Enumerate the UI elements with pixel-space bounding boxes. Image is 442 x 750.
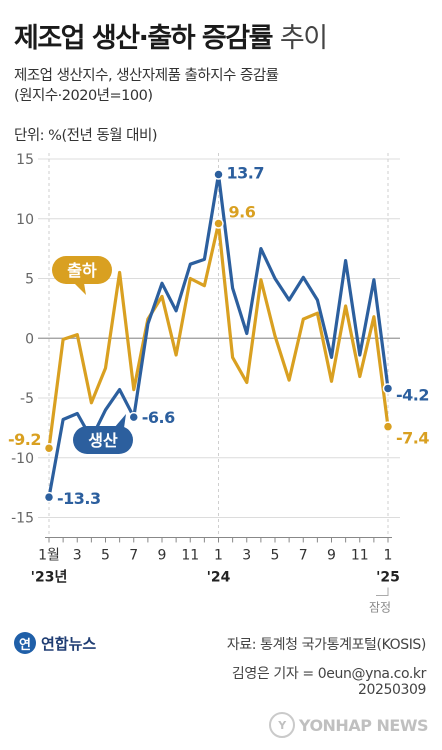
x-tick-label: 11 bbox=[351, 547, 369, 563]
x-tick-label: 1월 bbox=[38, 547, 60, 563]
yonhap-logo-text: 연합뉴스 bbox=[41, 634, 97, 653]
y-tick-label: -5 bbox=[20, 391, 34, 407]
chart-title-bold: 제조업 생산·출하 증감률 bbox=[14, 23, 273, 54]
data-point-marker bbox=[213, 218, 224, 229]
callout-label-shipment: 출하 bbox=[67, 261, 97, 280]
callout-badge bbox=[73, 426, 133, 454]
data-value-label: -4.2 bbox=[396, 385, 429, 404]
data-value-label: -13.3 bbox=[57, 489, 101, 508]
subtitle-line-1: 제조업 생산지수, 생산자제품 출하지수 증감률 bbox=[14, 68, 279, 84]
y-tick-label: -15 bbox=[11, 511, 34, 527]
y-tick-label: 0 bbox=[25, 331, 34, 347]
callout-badge bbox=[52, 256, 112, 284]
x-tick-label: 7 bbox=[129, 547, 138, 563]
y-tick-label: 5 bbox=[25, 272, 34, 288]
subtitle-line-2: (원지수·2020년=100) bbox=[14, 88, 153, 104]
yonhap-logo-icon: 연 bbox=[14, 632, 36, 654]
provisional-bracket bbox=[376, 587, 389, 596]
callout-pointer bbox=[74, 283, 86, 295]
year-label: '24 bbox=[207, 569, 231, 585]
watermark: Y YONHAP NEWS bbox=[268, 712, 429, 738]
data-value-label: -6.6 bbox=[142, 408, 175, 427]
x-tick-label: 1 bbox=[214, 547, 223, 563]
y-tick-label: 10 bbox=[16, 212, 34, 228]
x-tick-label: 9 bbox=[327, 547, 336, 563]
callout-pointer bbox=[114, 414, 126, 428]
data-value-label: -7.4 bbox=[396, 429, 429, 448]
source-note: 자료: 통계청 국가통계포털(KOSIS) bbox=[226, 637, 427, 653]
data-point-marker bbox=[43, 442, 55, 454]
data-point-marker bbox=[213, 169, 224, 180]
x-tick-label: 11 bbox=[181, 547, 199, 563]
data-value-label: 13.7 bbox=[227, 164, 264, 183]
data-point-marker bbox=[382, 383, 394, 394]
x-tick-label: 5 bbox=[271, 547, 280, 563]
provisional-label: 잠정 bbox=[369, 600, 391, 614]
x-tick-label: 1 bbox=[384, 547, 393, 563]
chart-title-light: 추이 bbox=[279, 23, 328, 54]
yonhap-logo: 연 연합뉴스 bbox=[14, 632, 96, 654]
y-tick-label: -10 bbox=[11, 451, 34, 467]
data-point-marker bbox=[382, 421, 394, 432]
watermark-text: YONHAP NEWS bbox=[298, 715, 429, 735]
data-point-marker bbox=[128, 411, 139, 423]
x-tick-label: 5 bbox=[101, 547, 110, 563]
unit-label: 단위: %(전년 동월 대비) bbox=[14, 128, 158, 144]
chart-subtitle: 제조업 생산지수, 생산자제품 출하지수 증감률 (원지수·2020년=100) bbox=[14, 66, 279, 106]
data-value-label: 9.6 bbox=[229, 203, 256, 222]
watermark-icon: Y bbox=[268, 712, 295, 738]
year-label: '23년 bbox=[31, 569, 68, 585]
x-tick-label: 3 bbox=[73, 547, 82, 563]
year-label: '25 bbox=[376, 569, 400, 585]
y-tick-label: 15 bbox=[16, 152, 34, 168]
callout-label-production: 생산 bbox=[88, 431, 118, 450]
x-tick-label: 9 bbox=[158, 547, 167, 563]
reporter-credit: 김영은 기자 = 0eun@yna.co.kr bbox=[231, 666, 426, 682]
data-value-label: -9.2 bbox=[8, 430, 41, 449]
x-tick-label: 7 bbox=[299, 547, 308, 563]
publish-date: 20250309 bbox=[357, 682, 426, 698]
data-point-marker bbox=[43, 491, 55, 503]
x-tick-label: 3 bbox=[242, 547, 251, 563]
chart-title: 제조업 생산·출하 증감률 추이 bbox=[14, 16, 328, 55]
